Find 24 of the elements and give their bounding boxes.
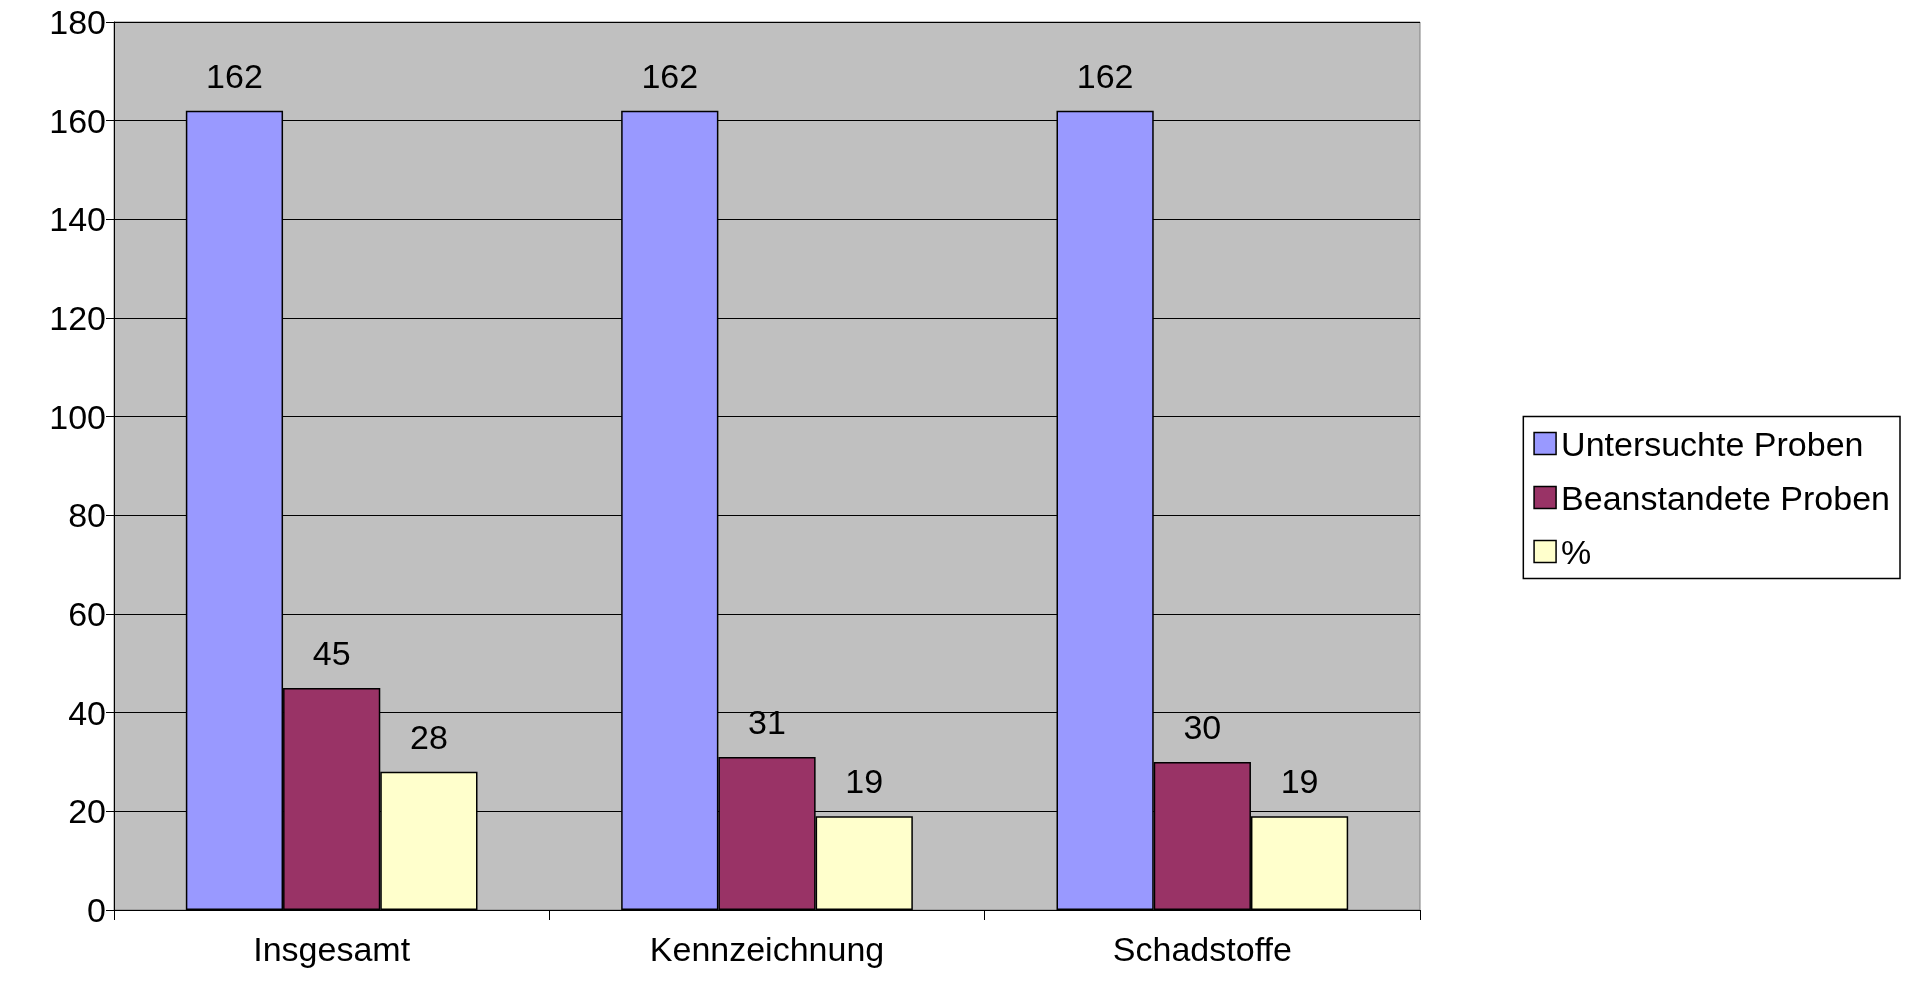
data-label: 30 <box>1183 708 1222 746</box>
legend-label: Beanstandete Proben <box>1561 478 1891 517</box>
legend-label: % <box>1561 532 1592 571</box>
y-tick-label: 100 <box>49 397 106 436</box>
y-tick-label: 0 <box>87 891 106 929</box>
data-label: 19 <box>1280 762 1319 801</box>
y-tick-label: 80 <box>68 496 106 535</box>
x-tick-label: Kennzeichnung <box>649 930 885 968</box>
y-tick-label: 20 <box>68 792 106 831</box>
data-label: 19 <box>845 762 884 801</box>
x-tick-label: Insgesamt <box>253 930 411 968</box>
data-label: 162 <box>206 56 263 95</box>
y-tick-label: 40 <box>68 693 106 732</box>
y-tick-label: 120 <box>49 299 106 337</box>
legend-label: Untersuchte Proben <box>1561 424 1864 463</box>
x-tick-label: Schadstoffe <box>1112 930 1292 968</box>
y-tick-label: 160 <box>49 101 106 140</box>
y-tick-label: 180 <box>49 3 106 41</box>
y-tick-label: 140 <box>49 200 106 239</box>
data-label: 45 <box>312 634 351 672</box>
data-label: 28 <box>409 717 448 756</box>
data-label: 162 <box>1076 56 1134 95</box>
data-label: 162 <box>641 56 699 95</box>
y-tick-label: 60 <box>68 595 106 633</box>
